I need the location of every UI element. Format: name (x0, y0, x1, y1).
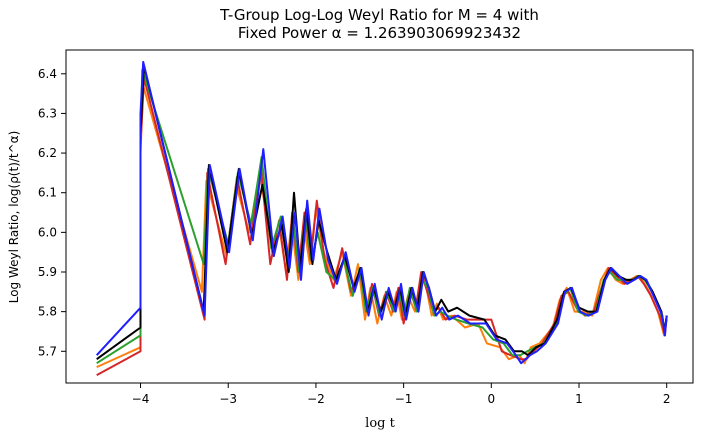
x-tick-label: −1 (395, 392, 413, 406)
x-tick-label: −4 (132, 392, 150, 406)
chart-title-line-1: T-Group Log-Log Weyl Ratio for M = 4 wit… (220, 6, 539, 24)
plot-frame (65, 49, 694, 384)
y-axis: 5.7 5.8 5.9 6.0 6.1 6.2 6.3 6.4 (38, 67, 66, 358)
y-tick-label: 5.9 (38, 265, 57, 279)
y-tick-label: 6.3 (38, 106, 57, 120)
x-axis: −4 −3 −2 −1 0 1 2 (132, 383, 671, 406)
x-tick-label: 0 (487, 392, 495, 406)
y-tick-label: 5.8 (38, 305, 57, 319)
chart-title-line-2: Fixed Power α = 1.263903069923432 (237, 24, 522, 42)
x-tick-label: −2 (307, 392, 325, 406)
y-tick-label: 6.4 (38, 67, 57, 81)
x-tick-label: 2 (663, 392, 671, 406)
x-tick-label: 1 (575, 392, 583, 406)
series-layer (95, 60, 668, 376)
y-tick-label: 6.1 (38, 186, 57, 200)
x-tick-label: −3 (219, 392, 237, 406)
y-tick-label: 6.0 (38, 225, 57, 239)
y-tick-label: 6.2 (38, 146, 57, 160)
series-line-5 (95, 60, 668, 365)
y-tick-label: 5.7 (38, 344, 57, 358)
x-axis-label: log t (365, 416, 395, 431)
y-axis-label: Log Weyl Ratio, log(ρ(t)/t^α) (7, 131, 21, 304)
